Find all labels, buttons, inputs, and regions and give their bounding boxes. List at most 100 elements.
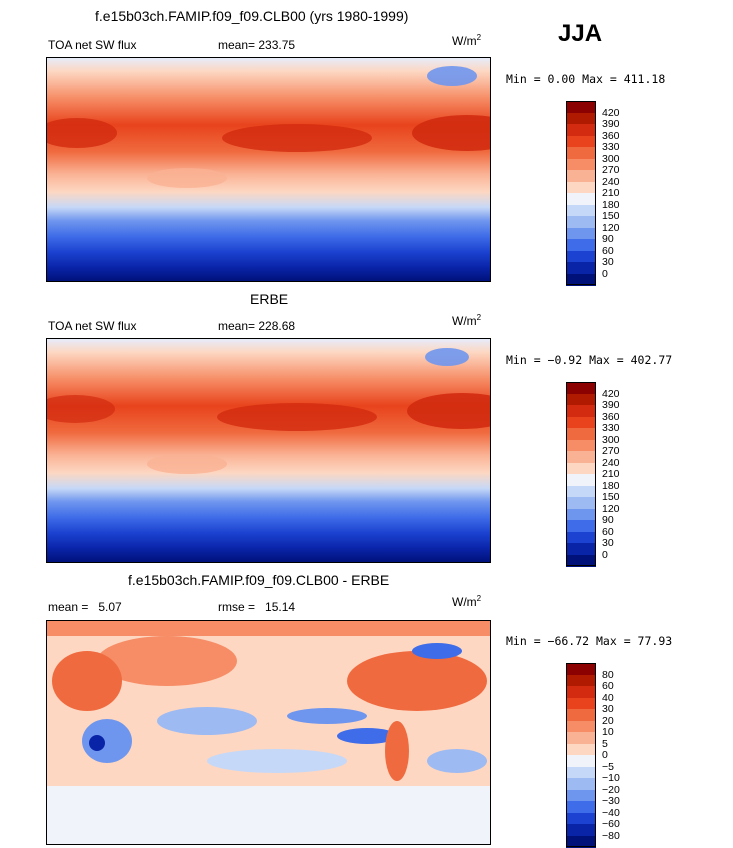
colorbar-swatch [566,158,596,171]
colorbar-swatch [566,531,596,544]
colorbar-swatch [566,824,596,836]
map-field-erbe [47,339,490,562]
colorbar-tick-label: 210 [602,187,620,199]
colorbar-swatch [566,273,596,286]
colorbar-swatch [566,227,596,240]
colorbar-swatch [566,147,596,159]
colorbar-swatch [566,181,596,194]
colorbar-swatch [566,743,596,756]
colorbar-tick-label: 120 [602,221,620,234]
map-model [46,57,491,282]
map-difference [46,620,491,845]
colorbar-tick-label: 330 [602,422,620,434]
panel-title: f.e15b03ch.FAMIP.f09_f09.CLB00 - ERBE [128,572,390,588]
units-label: W/m2 [452,313,482,328]
colorbar-tick-label: 60 [602,680,614,692]
colorbar-swatch [566,508,596,521]
colorbar-swatch [566,663,596,675]
colorbar-tick-label: 180 [602,198,620,211]
mean-label: mean= 233.75 [218,38,296,52]
colorbar-tick-label: −30 [602,795,620,807]
colorbar-swatch [566,428,596,440]
colorbar-tick-label: 30 [602,537,614,549]
colorbar-swatch [566,697,596,710]
colorbar-tick-label: 0 [602,548,608,561]
colorbar-swatch [566,674,596,687]
map-erbe [46,338,491,563]
colorbar-swatch [566,405,596,417]
colorbar-tick-label: 270 [602,164,620,176]
colorbar-tick-label: 300 [602,152,620,165]
colorbar-tick-label: −80 [602,829,620,842]
colorbar-tick-label: 20 [602,714,614,727]
min-max-readout: Min = −66.72 Max = 77.93 [506,634,673,648]
colorbar-tick-label: 80 [602,668,614,681]
colorbar-swatch [566,216,596,228]
colorbar-swatch [566,497,596,509]
colorbar-tick-label: 300 [602,433,620,446]
colorbar-frame [566,663,596,847]
mean-value: 5.07 [98,600,122,614]
map-field-model [47,58,490,281]
rmse-value: 15.14 [265,600,296,614]
colorbar-swatch [566,239,596,251]
colorbar-tick-label: 210 [602,468,620,480]
colorbar-tick-label: 120 [602,502,620,515]
colorbar-tick-label: 390 [602,118,620,130]
colorbar-swatch [566,250,596,263]
colorbar-tick-label: 360 [602,129,620,142]
colorbar-swatch [566,686,596,698]
colorbar-tick-label: 330 [602,141,620,153]
units-label: W/m2 [452,594,482,609]
colorbar-swatch [566,101,596,113]
colorbar-swatch [566,112,596,125]
colorbar-swatch [566,170,596,182]
colorbar-tick-label: 150 [602,210,620,222]
colorbar-swatch [566,262,596,274]
map-field-difference [47,621,490,844]
colorbar-tick-label: 90 [602,514,614,526]
panel-title: ERBE [250,291,289,307]
colorbar-tick-label: −5 [602,760,614,773]
colorbar-tick-label: 0 [602,267,608,280]
colorbar-swatch [566,709,596,721]
mean-label: mean= 228.68 [218,319,296,333]
colorbar-tick-label: 270 [602,445,620,457]
colorbar-tick-label: 360 [602,410,620,423]
colorbar-swatch [566,755,596,767]
colorbar-tick-label: −40 [602,806,620,819]
season-label: JJA [558,20,603,47]
colorbar-swatch [566,789,596,802]
colorbar-swatch [566,451,596,463]
colorbar-swatch [566,543,596,555]
colorbar-tick-label: 390 [602,399,620,411]
colorbar-swatch [566,520,596,532]
colorbar-tick-label: 240 [602,175,620,188]
colorbar-swatch [566,732,596,744]
colorbar-tick-label: 30 [602,256,614,268]
units-label: W/m2 [452,33,482,48]
colorbar-swatch [566,766,596,779]
colorbar-tick-label: 0 [602,749,608,761]
colorbar-tick-label: −60 [602,818,620,830]
field-label: TOA net SW flux [48,319,137,333]
colorbar-swatch [566,193,596,205]
colorbar-frame [566,101,596,285]
mean-value: 228.68 [258,319,296,333]
colorbar-swatch [566,462,596,475]
colorbar-swatch [566,382,596,394]
colorbar-tick-label: 180 [602,479,620,492]
colorbar-swatch [566,416,596,429]
colorbar-swatch [566,812,596,825]
colorbar-tick-label: 240 [602,456,620,469]
panel-title: f.e15b03ch.FAMIP.f09_f09.CLB00 (yrs 1980… [95,8,409,24]
field-label: TOA net SW flux [48,38,137,52]
colorbar-swatch [566,393,596,406]
colorbar-tick-label: 60 [602,525,614,538]
mean-label: mean = 5.07 [48,600,122,614]
colorbar-tick-label: −20 [602,783,620,796]
colorbar-tick-label: 420 [602,387,620,400]
colorbar-swatch [566,474,596,486]
colorbar-swatch [566,439,596,452]
colorbar-tick-label: 10 [602,726,614,738]
